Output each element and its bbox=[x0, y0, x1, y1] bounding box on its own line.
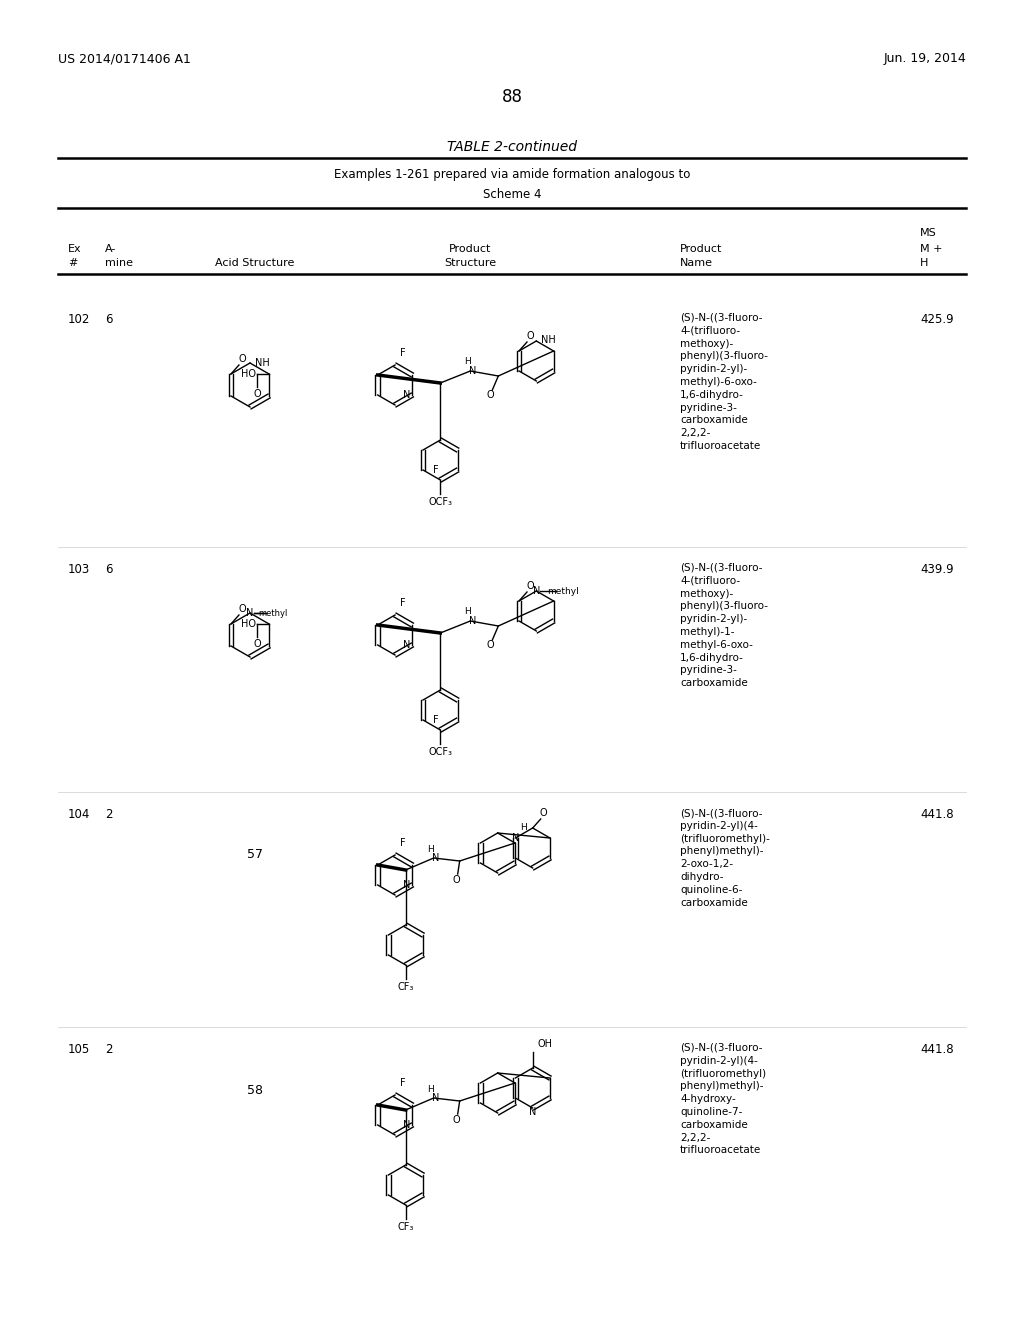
Text: 2: 2 bbox=[105, 808, 113, 821]
Text: 105: 105 bbox=[68, 1043, 90, 1056]
Text: #: # bbox=[68, 257, 78, 268]
Text: O: O bbox=[526, 331, 534, 341]
Text: N: N bbox=[469, 366, 476, 376]
Text: 103: 103 bbox=[68, 564, 90, 576]
Text: 441.8: 441.8 bbox=[920, 808, 953, 821]
Text: N: N bbox=[469, 616, 476, 626]
Text: N: N bbox=[403, 389, 411, 400]
Text: (S)-N-((3-fluoro-
4-(trifluoro-
methoxy)-
phenyl)(3-fluoro-
pyridin-2-yl)-
methy: (S)-N-((3-fluoro- 4-(trifluoro- methoxy)… bbox=[680, 313, 768, 451]
Text: US 2014/0171406 A1: US 2014/0171406 A1 bbox=[58, 51, 190, 65]
Text: CF₃: CF₃ bbox=[397, 982, 414, 993]
Text: O: O bbox=[239, 354, 246, 364]
Text: OCF₃: OCF₃ bbox=[428, 498, 453, 507]
Text: OH: OH bbox=[538, 1039, 553, 1049]
Text: O: O bbox=[526, 581, 534, 591]
Text: Name: Name bbox=[680, 257, 713, 268]
Text: TABLE 2-continued: TABLE 2-continued bbox=[447, 140, 577, 154]
Text: N: N bbox=[403, 880, 411, 890]
Text: N: N bbox=[432, 1093, 439, 1104]
Text: F: F bbox=[400, 838, 406, 847]
Text: mine: mine bbox=[105, 257, 133, 268]
Text: N: N bbox=[512, 833, 519, 843]
Text: Acid Structure: Acid Structure bbox=[215, 257, 295, 268]
Text: NH: NH bbox=[542, 335, 556, 345]
Text: F: F bbox=[400, 1078, 406, 1088]
Text: O: O bbox=[486, 640, 495, 649]
Text: MS: MS bbox=[920, 228, 937, 238]
Text: N: N bbox=[403, 640, 411, 649]
Text: N: N bbox=[529, 1107, 537, 1117]
Text: O: O bbox=[253, 389, 261, 399]
Text: Ex: Ex bbox=[68, 244, 82, 253]
Text: F: F bbox=[400, 598, 406, 609]
Text: (S)-N-((3-fluoro-
pyridin-2-yl)(4-
(trifluoromethyl)-
phenyl)methyl)-
2-oxo-1,2-: (S)-N-((3-fluoro- pyridin-2-yl)(4- (trif… bbox=[680, 808, 770, 908]
Text: F: F bbox=[400, 348, 406, 358]
Text: 441.8: 441.8 bbox=[920, 1043, 953, 1056]
Text: O: O bbox=[453, 1115, 461, 1125]
Text: 58: 58 bbox=[247, 1084, 263, 1097]
Text: OCF₃: OCF₃ bbox=[428, 747, 453, 756]
Text: Structure: Structure bbox=[444, 257, 496, 268]
Text: methyl: methyl bbox=[548, 586, 580, 595]
Text: 88: 88 bbox=[502, 88, 522, 106]
Text: Product: Product bbox=[680, 244, 722, 253]
Text: M +: M + bbox=[920, 244, 942, 253]
Text: A-: A- bbox=[105, 244, 117, 253]
Text: H: H bbox=[464, 606, 471, 615]
Text: HO: HO bbox=[241, 370, 256, 379]
Text: NH: NH bbox=[255, 358, 269, 368]
Text: 425.9: 425.9 bbox=[920, 313, 953, 326]
Text: (S)-N-((3-fluoro-
pyridin-2-yl)(4-
(trifluoromethyl)
phenyl)methyl)-
4-hydroxy-
: (S)-N-((3-fluoro- pyridin-2-yl)(4- (trif… bbox=[680, 1043, 766, 1155]
Text: 439.9: 439.9 bbox=[920, 564, 953, 576]
Text: H: H bbox=[520, 824, 527, 833]
Text: O: O bbox=[253, 639, 261, 649]
Text: 104: 104 bbox=[68, 808, 90, 821]
Text: F: F bbox=[433, 465, 438, 475]
Text: 57: 57 bbox=[247, 849, 263, 862]
Text: methyl: methyl bbox=[259, 609, 288, 618]
Text: 2: 2 bbox=[105, 1043, 113, 1056]
Text: HO: HO bbox=[241, 619, 256, 630]
Text: 6: 6 bbox=[105, 564, 113, 576]
Text: O: O bbox=[486, 389, 495, 400]
Text: Scheme 4: Scheme 4 bbox=[482, 187, 542, 201]
Text: O: O bbox=[540, 808, 548, 818]
Text: N: N bbox=[432, 853, 439, 863]
Text: CF₃: CF₃ bbox=[397, 1222, 414, 1232]
Text: 6: 6 bbox=[105, 313, 113, 326]
Text: H: H bbox=[920, 257, 929, 268]
Text: Jun. 19, 2014: Jun. 19, 2014 bbox=[884, 51, 966, 65]
Text: 102: 102 bbox=[68, 313, 90, 326]
Text: N: N bbox=[403, 1119, 411, 1130]
Text: Product: Product bbox=[449, 244, 492, 253]
Text: F: F bbox=[433, 715, 438, 725]
Text: H: H bbox=[427, 845, 434, 854]
Text: Examples 1-261 prepared via amide formation analogous to: Examples 1-261 prepared via amide format… bbox=[334, 168, 690, 181]
Text: (S)-N-((3-fluoro-
4-(trifluoro-
methoxy)-
phenyl)(3-fluoro-
pyridin-2-yl)-
methy: (S)-N-((3-fluoro- 4-(trifluoro- methoxy)… bbox=[680, 564, 768, 688]
Text: N: N bbox=[247, 609, 254, 618]
Text: H: H bbox=[464, 356, 471, 366]
Text: O: O bbox=[239, 605, 246, 614]
Text: H: H bbox=[427, 1085, 434, 1093]
Text: O: O bbox=[453, 875, 461, 884]
Text: N: N bbox=[532, 586, 540, 597]
